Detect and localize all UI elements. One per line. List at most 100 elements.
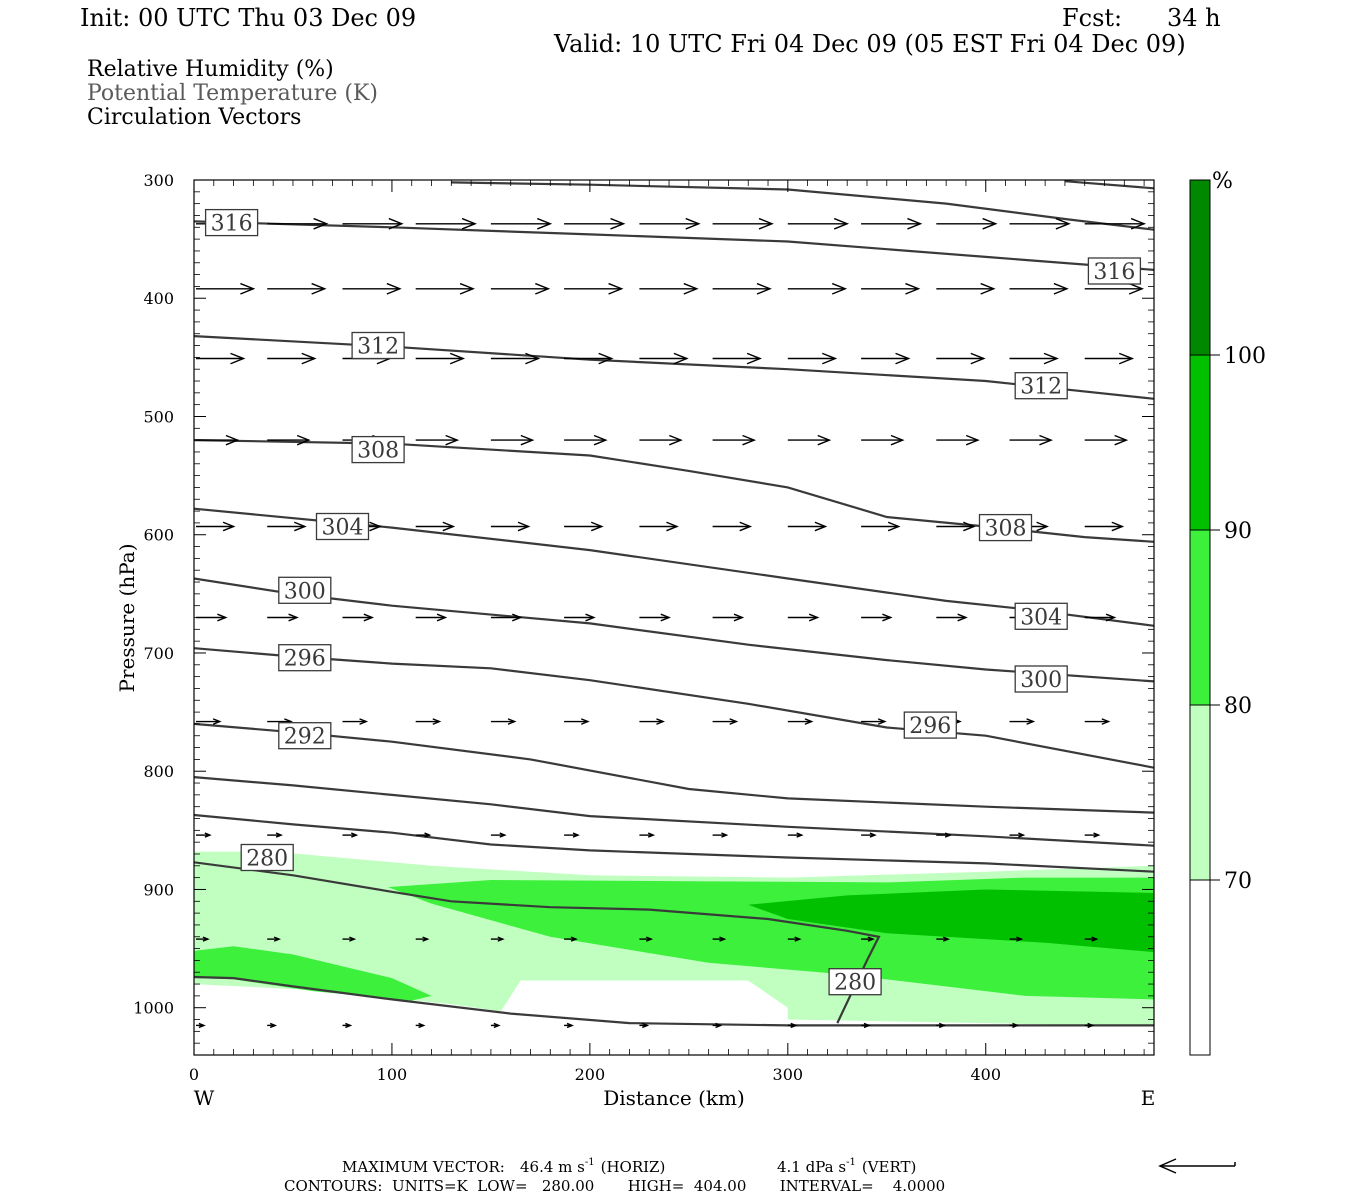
- vector-head: [351, 832, 359, 838]
- vector-head: [683, 282, 699, 295]
- contour-label-text: 300: [284, 579, 326, 604]
- vector-head: [660, 613, 671, 622]
- vector-head: [388, 217, 404, 230]
- vector-head: [537, 217, 553, 230]
- vector-head: [461, 217, 477, 230]
- vector-head: [424, 832, 432, 838]
- contour-label-box: [278, 722, 332, 750]
- contour-label-box: [1014, 602, 1068, 630]
- circulation-vector: [712, 352, 762, 365]
- vector-head: [647, 832, 656, 838]
- circulation-vector: [936, 521, 976, 532]
- circulation-vector: [861, 936, 875, 942]
- circulation-vector: [787, 936, 802, 942]
- circulation-vector: [267, 1022, 278, 1029]
- vert-vector-value: 4.1 dPa s-1 (VERT): [777, 1157, 916, 1176]
- contour-label: 296: [903, 711, 957, 739]
- rh-shade-80-2: [194, 946, 432, 1001]
- circulation-vector: [861, 832, 877, 838]
- circulation-vector: [1009, 936, 1024, 942]
- vector-head: [525, 352, 541, 365]
- vert-exponent: -1: [846, 1157, 856, 1168]
- circulation-vector: [861, 521, 901, 532]
- circulation-vector: [787, 521, 828, 532]
- vector-head: [359, 718, 369, 725]
- circulation-vector: [787, 217, 850, 230]
- vector-head: [369, 521, 382, 532]
- contour-label-box: [278, 576, 332, 604]
- circulation-vector: [564, 521, 604, 532]
- vector-head: [1111, 521, 1125, 532]
- circulation-vector: [787, 613, 820, 622]
- vector-head: [512, 613, 523, 622]
- circulation-vector: [267, 936, 281, 942]
- circulation-vector: [196, 434, 240, 446]
- colorbar-swatch: [1190, 180, 1210, 355]
- rh-shade-90-3: [748, 889, 1154, 953]
- vector-head: [294, 521, 307, 532]
- circulation-vector: [936, 936, 951, 942]
- circulation-vector: [564, 718, 590, 725]
- contour-label-box: [903, 711, 957, 739]
- contour-label-text: 292: [284, 725, 326, 750]
- circulation-vector: [564, 352, 614, 365]
- circulation-vector: [712, 718, 739, 725]
- circulation-vector: [267, 521, 307, 532]
- y-tick-label: 300: [143, 171, 174, 190]
- theta-contour-324: [1064, 180, 1154, 190]
- vector-head: [363, 613, 375, 622]
- circulation-vector: [639, 217, 701, 230]
- circulation-vector: [342, 217, 404, 230]
- circulation-vector: [712, 613, 745, 622]
- theta-contour-320: [451, 181, 1154, 231]
- circulation-vector: [712, 1022, 723, 1029]
- circulation-vector: [490, 936, 505, 942]
- vector-head: [1055, 217, 1071, 230]
- vector-head: [817, 434, 832, 446]
- x-tick-label: 0: [189, 1065, 199, 1084]
- vector-head: [794, 936, 802, 942]
- contour-label-box: [204, 208, 259, 237]
- y-tick-label: 1000: [133, 999, 174, 1018]
- contour-label: 312: [1014, 372, 1068, 400]
- contour-label-box: [1014, 372, 1068, 400]
- vector-head: [1118, 352, 1135, 365]
- vector-head: [867, 936, 875, 942]
- theta-contour-292: [194, 722, 1154, 814]
- theta-contour-312: [194, 335, 1154, 400]
- circulation-vector: [787, 832, 804, 838]
- circulation-vector: [1084, 718, 1111, 725]
- circulation-vector: [787, 282, 848, 295]
- vector-head: [202, 936, 210, 942]
- circulation-vector: [1084, 832, 1101, 838]
- circulation-vector: [861, 434, 905, 446]
- vector-head: [1018, 832, 1026, 838]
- circulation-vector: [712, 434, 757, 446]
- circulation-vector: [564, 936, 578, 942]
- circulation-vector: [342, 1022, 353, 1029]
- vector-head: [863, 1022, 871, 1029]
- x-tick-label: 300: [773, 1065, 804, 1084]
- circulation-vector: [936, 1022, 947, 1029]
- x-tick-label: 200: [575, 1065, 606, 1084]
- circulation-vector: [936, 217, 998, 230]
- vector-head: [887, 521, 901, 532]
- circulation-vector: [196, 936, 210, 942]
- colorbar-swatch: [1190, 705, 1210, 880]
- theta-contour-280: [194, 861, 881, 1024]
- contour-label: 312: [351, 331, 405, 360]
- vector-head: [685, 217, 701, 230]
- vector-head: [311, 282, 327, 295]
- circulation-vector: [639, 521, 679, 532]
- vector-head: [895, 352, 911, 365]
- circulation-vector: [564, 832, 580, 838]
- vector-head: [831, 282, 848, 295]
- vector-head: [739, 521, 753, 532]
- vector-head: [642, 1022, 650, 1029]
- field-rh: Relative Humidity (%): [87, 57, 334, 82]
- vector-head: [1016, 936, 1024, 942]
- circulation-vector: [415, 1022, 426, 1029]
- vector-head: [517, 521, 531, 532]
- vector-head: [938, 1022, 947, 1029]
